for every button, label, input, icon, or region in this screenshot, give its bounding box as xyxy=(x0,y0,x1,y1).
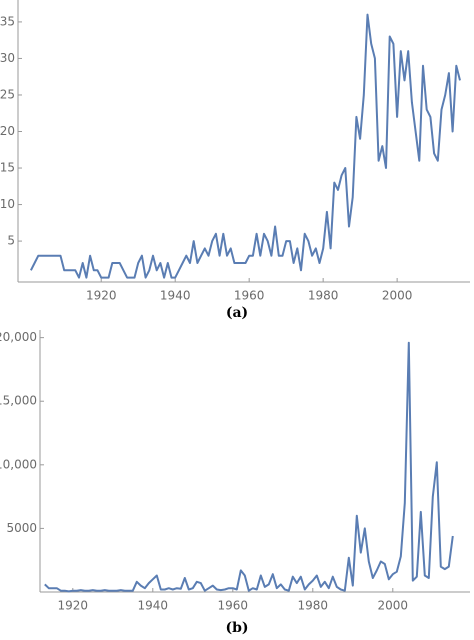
x-tick-label: 1940 xyxy=(160,289,191,303)
x-tick-label: 1920 xyxy=(58,599,89,613)
y-tick-label: 5 xyxy=(7,234,15,248)
y-tick-label: 15,000 xyxy=(0,394,37,408)
x-tick-label: 2000 xyxy=(382,289,413,303)
caption: (a) xyxy=(226,305,248,321)
x-tick-label: 1980 xyxy=(308,289,339,303)
y-tick-label: 35 xyxy=(0,14,15,28)
x-tick-label: 1980 xyxy=(298,599,329,613)
data-line xyxy=(44,341,454,593)
y-tick-label: 5000 xyxy=(6,521,37,535)
y-tick-label: 20 xyxy=(0,124,15,138)
caption: (b) xyxy=(225,620,248,636)
y-tick-label: 20,000 xyxy=(0,330,37,344)
x-tick-label: 1960 xyxy=(234,289,265,303)
y-tick-label: 10 xyxy=(0,197,15,211)
y-tick-label: 30 xyxy=(0,51,15,65)
y-tick-label: 15 xyxy=(0,161,15,175)
data-line xyxy=(30,13,461,279)
x-tick-label: 2000 xyxy=(378,599,409,613)
x-tick-label: 1920 xyxy=(86,289,117,303)
x-tick-label: 1940 xyxy=(138,599,169,613)
y-tick-label: 10,000 xyxy=(0,457,37,471)
x-tick-label: 1960 xyxy=(218,599,249,613)
y-tick-label: 25 xyxy=(0,87,15,101)
